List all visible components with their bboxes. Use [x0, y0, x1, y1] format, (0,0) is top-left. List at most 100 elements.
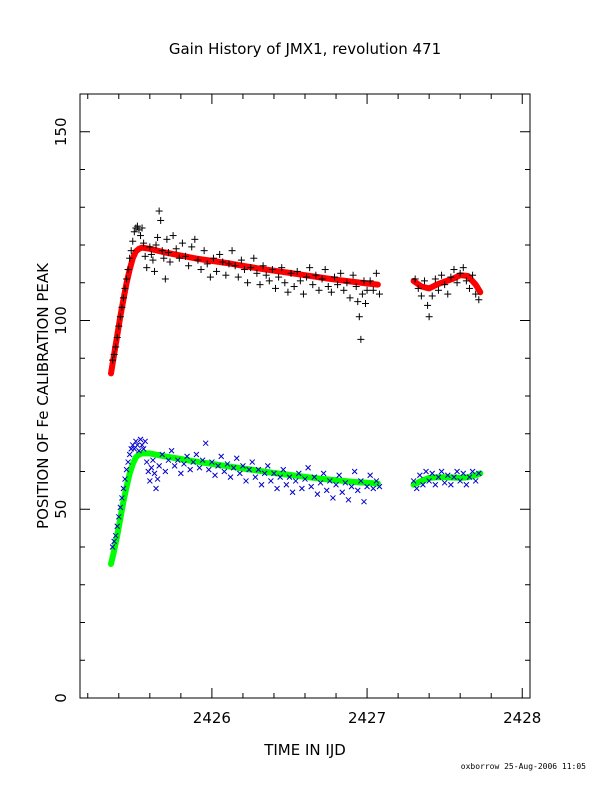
plus-marker [169, 232, 177, 240]
cross-marker [333, 481, 339, 488]
cross-marker [314, 491, 321, 498]
plus-marker [434, 286, 442, 294]
plus-marker [462, 277, 470, 285]
cross-marker [153, 485, 159, 492]
plus-marker [441, 281, 449, 289]
plus-marker [375, 290, 383, 298]
plus-marker [203, 260, 211, 268]
plus-marker [315, 286, 323, 294]
cross-marker [142, 438, 149, 445]
cross-marker [205, 466, 212, 473]
plus-marker [191, 235, 199, 243]
plus-marker [372, 269, 380, 277]
cross-marker [136, 447, 142, 454]
plus-marker [143, 264, 151, 272]
plus-marker [259, 262, 267, 270]
plus-marker [475, 296, 483, 304]
plus-marker [346, 294, 354, 302]
plus-marker [166, 258, 174, 266]
plus-marker [265, 277, 273, 285]
cross-marker [283, 481, 290, 488]
cross-marker [330, 495, 336, 501]
plus-marker [431, 275, 439, 283]
cross-marker [423, 468, 429, 475]
plus-marker [152, 241, 160, 249]
y-tick-label: 150 [52, 117, 70, 146]
plus-marker [312, 271, 320, 279]
cross-marker [367, 472, 374, 479]
plus-marker [209, 254, 217, 262]
cross-marker [123, 466, 130, 473]
cross-marker [336, 472, 342, 479]
y-tick-label: 100 [52, 306, 70, 335]
plus-marker [216, 250, 224, 258]
plus-marker [160, 254, 168, 262]
cross-marker [249, 459, 256, 465]
plus-marker [237, 256, 245, 264]
cross-marker [292, 478, 299, 484]
cross-marker [342, 479, 349, 486]
chart-title: Gain History of JMX1, revolution 471 [169, 40, 441, 58]
cross-marker [441, 479, 448, 486]
cross-marker [435, 474, 442, 481]
cross-marker [159, 451, 166, 458]
cross-marker [420, 481, 426, 488]
fit-curves [108, 244, 484, 567]
cross-marker [218, 453, 225, 460]
plus-marker [130, 228, 138, 236]
cross-marker [133, 438, 139, 445]
cross-marker [125, 459, 131, 465]
cross-marker [193, 451, 200, 458]
plus-marker [234, 273, 242, 281]
plus-marker [121, 284, 129, 292]
plus-marker [340, 286, 348, 294]
cross-marker [444, 472, 451, 479]
cross-marker [432, 481, 439, 488]
cross-marker [148, 464, 155, 471]
plus-marker [178, 239, 186, 247]
plus-marker [366, 277, 374, 285]
plus-marker [425, 313, 433, 321]
plus-marker [306, 264, 314, 272]
plus-marker [428, 292, 436, 300]
cross-marker [258, 481, 265, 488]
cross-marker [469, 468, 476, 475]
plus-marker [116, 313, 124, 321]
plus-marker [119, 294, 127, 302]
plus-marker [113, 333, 121, 341]
cross-marker [264, 462, 271, 469]
plus-marker [444, 290, 452, 298]
plus-marker [296, 277, 304, 285]
cross-marker [299, 485, 305, 492]
plus-marker [343, 279, 351, 287]
plus-marker [272, 284, 280, 292]
cross-marker [454, 468, 460, 475]
plus-marker [149, 256, 157, 264]
cross-marker [119, 495, 125, 501]
plus-marker [414, 284, 422, 292]
plus-marker [222, 271, 230, 279]
cross-marker [271, 470, 277, 477]
plus-marker [278, 264, 286, 272]
plus-marker [324, 283, 332, 291]
cross-marker [221, 468, 228, 475]
plus-marker [275, 273, 283, 281]
plus-marker [284, 288, 292, 296]
cross-marker [466, 474, 473, 481]
plus-marker [225, 260, 233, 268]
plus-marker [155, 207, 163, 215]
cross-marker [199, 457, 206, 464]
y-axis-label: POSITION OF Fe CALIBRATION PEAK [34, 262, 52, 529]
plus-marker [290, 283, 298, 291]
cross-marker [174, 457, 181, 464]
cross-marker [111, 538, 117, 545]
plus-marker [141, 252, 149, 260]
cross-marker [345, 496, 352, 503]
plus-marker [349, 271, 357, 279]
plus-marker [327, 288, 335, 296]
plus-marker [123, 275, 131, 283]
cross-marker [120, 485, 127, 492]
cross-marker [168, 447, 175, 454]
cross-marker [243, 478, 249, 484]
